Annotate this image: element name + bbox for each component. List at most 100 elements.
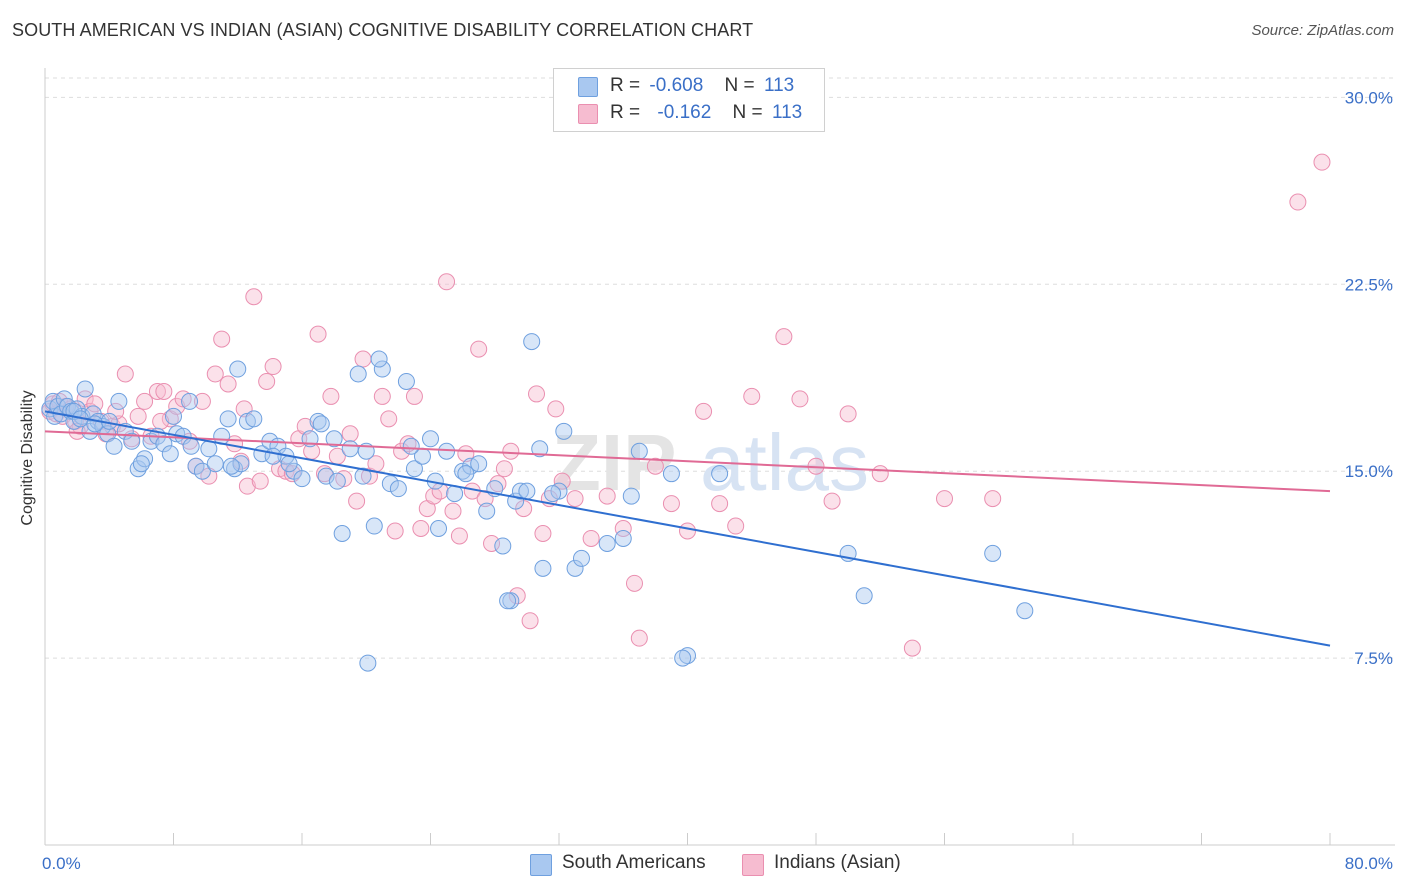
data-point-indian <box>727 517 745 535</box>
data-point-south-american <box>123 432 141 450</box>
data-point-indian <box>354 350 372 368</box>
legend-r-value: -0.162 <box>657 102 712 123</box>
legend-r-label: R = <box>610 102 641 123</box>
trend-line-south-american <box>44 410 1331 647</box>
legend-swatch-pink <box>578 104 598 124</box>
data-point-indian <box>412 520 430 538</box>
data-point-indian <box>405 387 423 405</box>
data-point-south-american <box>711 465 729 483</box>
data-point-indian <box>283 465 301 483</box>
data-point-south-american <box>370 350 388 368</box>
data-point-south-american <box>478 502 496 520</box>
data-point-south-american <box>555 422 573 440</box>
data-point-south-american <box>86 415 104 433</box>
data-point-south-american <box>397 372 415 390</box>
data-point-indian <box>823 492 841 510</box>
data-point-indian <box>116 365 134 383</box>
legend-swatch-pink <box>742 854 764 876</box>
data-point-indian <box>470 340 488 358</box>
data-point-south-american <box>309 412 327 430</box>
data-point-south-american <box>572 549 590 567</box>
data-point-south-american <box>494 537 512 555</box>
data-point-indian <box>245 288 263 306</box>
data-point-indian <box>630 629 648 647</box>
data-point-indian <box>348 492 366 510</box>
data-point-indian <box>903 639 921 657</box>
data-point-indian <box>534 524 552 542</box>
data-point-south-american <box>349 365 367 383</box>
data-point-south-american <box>333 524 351 542</box>
trend-lines <box>44 410 1331 647</box>
data-point-south-american <box>354 467 372 485</box>
data-point-south-american <box>76 380 94 398</box>
data-point-indian <box>450 527 468 545</box>
data-point-indian <box>489 475 507 493</box>
data-point-south-american <box>855 587 873 605</box>
legend-r-label: R = <box>610 75 641 96</box>
data-point-south-american <box>531 440 549 458</box>
data-point-south-american <box>566 559 584 577</box>
data-point-south-american <box>312 415 330 433</box>
data-point-south-american <box>381 475 399 493</box>
data-point-indian <box>662 495 680 513</box>
data-point-indian <box>483 534 501 552</box>
data-point-south-american <box>165 407 182 425</box>
data-point-south-american <box>405 460 423 478</box>
data-point-south-american <box>182 437 200 455</box>
data-point-south-american <box>622 487 640 505</box>
data-point-indian <box>695 402 713 420</box>
data-point-south-american <box>359 654 377 672</box>
data-point-indian <box>646 457 664 475</box>
legend-n-label: N = <box>724 75 755 96</box>
data-point-indian <box>219 375 237 393</box>
pink-points <box>41 153 1331 657</box>
y-tick-label: 30.0% <box>1345 88 1393 107</box>
data-point-indian <box>193 392 211 410</box>
data-point-south-american <box>181 392 199 410</box>
data-point-south-american <box>365 517 383 535</box>
trend-line-indian <box>44 430 1331 493</box>
data-point-south-american <box>219 410 237 428</box>
legend-text: R = -0.162 N = 113 <box>610 102 802 124</box>
data-point-indian <box>625 574 643 592</box>
data-point-indian <box>107 402 125 420</box>
data-point-indian <box>309 325 327 343</box>
data-point-south-american <box>534 559 552 577</box>
data-point-south-american <box>544 485 562 503</box>
data-point-south-american <box>422 430 439 448</box>
x-tick-label: 0.0% <box>42 854 81 873</box>
data-point-south-american <box>674 649 692 667</box>
data-point-indian <box>373 387 391 405</box>
data-point-south-american <box>523 333 541 351</box>
data-point-south-american <box>229 360 247 378</box>
data-point-south-american <box>679 647 696 665</box>
data-point-south-american <box>206 455 224 473</box>
legend-n-value: 113 <box>771 102 803 123</box>
data-point-south-american <box>984 544 1002 562</box>
data-point-indian <box>495 460 513 478</box>
data-point-indian <box>148 382 166 400</box>
data-point-south-american <box>155 435 173 453</box>
data-point-indian <box>598 487 616 505</box>
data-point-south-american <box>518 482 536 500</box>
data-point-south-american <box>280 455 298 473</box>
data-point-south-american <box>245 410 263 428</box>
data-point-south-american <box>373 360 391 378</box>
data-point-south-american <box>457 465 475 483</box>
legend-n-label: N = <box>732 102 763 123</box>
data-point-indian <box>444 502 462 520</box>
data-point-indian <box>984 490 1002 508</box>
legend-swatch-blue <box>530 854 552 876</box>
data-point-indian <box>679 522 696 540</box>
data-point-south-american <box>402 437 420 455</box>
data-point-south-american <box>454 462 472 480</box>
data-point-indian <box>1289 193 1307 211</box>
data-point-south-american <box>1016 602 1034 620</box>
data-point-indian <box>711 495 729 513</box>
legend-n-value: 113 <box>763 75 795 96</box>
data-point-indian <box>341 425 359 443</box>
data-point-south-american <box>630 442 648 460</box>
data-point-indian <box>386 522 404 540</box>
data-point-indian <box>521 612 539 630</box>
